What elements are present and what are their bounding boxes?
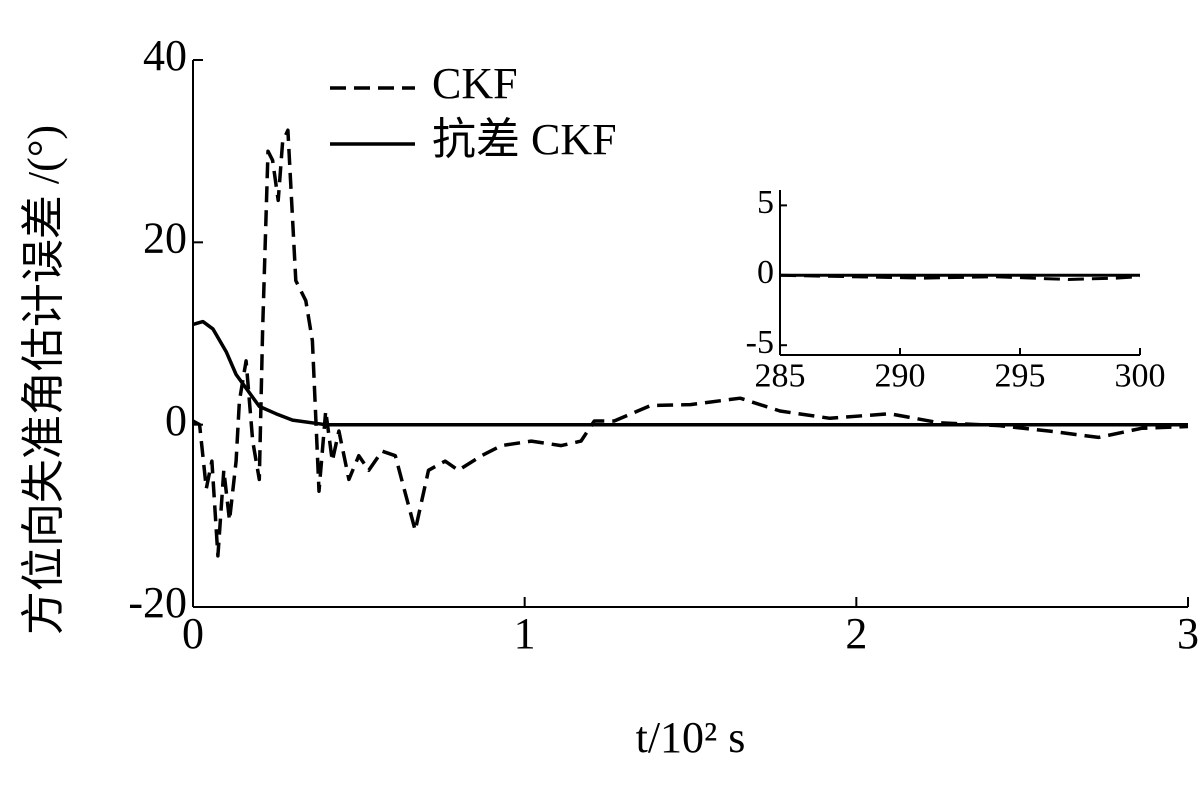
y-tick-label: 0 xyxy=(757,254,774,291)
x-tick-label: 290 xyxy=(875,358,926,395)
y-tick-label: 40 xyxy=(143,31,187,80)
y-tick-label: -20 xyxy=(128,578,187,627)
y-axis-label: 方位向失准角估计误差 /(°) xyxy=(19,125,68,635)
x-tick-label: 295 xyxy=(995,358,1046,395)
x-tick-label: 2 xyxy=(845,609,867,658)
x-tick-label: 3 xyxy=(1177,609,1199,658)
legend-label: 抗差 CKF xyxy=(432,115,617,164)
series-line xyxy=(192,128,1189,558)
y-tick-label: 20 xyxy=(143,213,187,262)
x-axis-label: t/10² s xyxy=(636,713,746,762)
legend-label: CKF xyxy=(432,59,518,108)
y-tick-label: 0 xyxy=(165,396,187,445)
x-tick-label: 1 xyxy=(514,609,536,658)
x-tick-label: 300 xyxy=(1115,358,1166,395)
y-tick-label: -5 xyxy=(746,324,774,361)
x-tick-label: 0 xyxy=(182,609,204,658)
y-tick-label: 5 xyxy=(757,184,774,221)
series-line xyxy=(192,319,1188,427)
x-tick-label: 285 xyxy=(755,358,806,395)
